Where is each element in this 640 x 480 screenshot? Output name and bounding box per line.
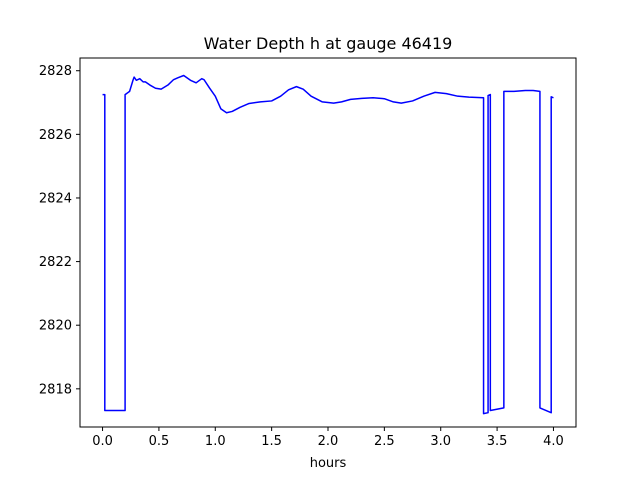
y-tick-label: 2826 [39, 128, 72, 143]
y-tick-label: 2824 [39, 191, 72, 206]
y-tick-label: 2820 [39, 319, 72, 334]
y-tick-label: 2822 [39, 255, 72, 270]
x-tick-label: 1.0 [205, 434, 226, 449]
x-tick-label: 2.0 [318, 434, 339, 449]
y-axis: 2818 2820 2822 2824 2826 2828 [39, 64, 80, 397]
x-tick-label: 3.5 [487, 434, 508, 449]
y-tick-label: 2828 [39, 64, 72, 79]
x-tick-label: 1.5 [261, 434, 282, 449]
series-line-0 [102, 74, 554, 415]
x-tick-label: 0.5 [149, 434, 170, 449]
y-tick-label: 2818 [39, 382, 72, 397]
plot-frame [79, 57, 577, 428]
x-tick-label: 4.0 [543, 434, 564, 449]
plot-area [79, 57, 577, 428]
x-tick-label: 3.0 [430, 434, 451, 449]
x-axis: 0.0 0.5 1.0 1.5 2.0 2.5 3.0 3.5 4.0 [92, 427, 564, 449]
chart-title: Water Depth h at gauge 46419 [204, 34, 453, 53]
x-axis-label: hours [310, 456, 347, 471]
x-tick-label: 0.0 [92, 434, 113, 449]
x-tick-label: 2.5 [374, 434, 395, 449]
